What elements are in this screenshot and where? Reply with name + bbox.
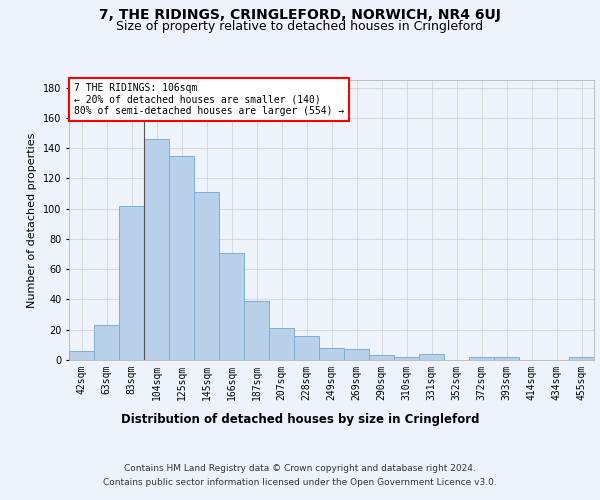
Bar — [294, 336, 319, 360]
Bar — [569, 357, 594, 360]
Bar — [269, 328, 294, 360]
Text: Size of property relative to detached houses in Cringleford: Size of property relative to detached ho… — [116, 20, 484, 33]
Bar — [119, 206, 144, 360]
Y-axis label: Number of detached properties: Number of detached properties — [28, 132, 37, 308]
Bar — [194, 192, 219, 360]
Bar — [244, 301, 269, 360]
Text: Distribution of detached houses by size in Cringleford: Distribution of detached houses by size … — [121, 412, 479, 426]
Text: 7 THE RIDINGS: 106sqm
← 20% of detached houses are smaller (140)
80% of semi-det: 7 THE RIDINGS: 106sqm ← 20% of detached … — [74, 83, 344, 116]
Bar — [419, 354, 444, 360]
Bar — [469, 357, 494, 360]
Bar — [494, 357, 519, 360]
Bar — [94, 325, 119, 360]
Text: 7, THE RIDINGS, CRINGLEFORD, NORWICH, NR4 6UJ: 7, THE RIDINGS, CRINGLEFORD, NORWICH, NR… — [99, 8, 501, 22]
Bar — [144, 139, 169, 360]
Bar — [219, 252, 244, 360]
Bar — [169, 156, 194, 360]
Bar — [369, 356, 394, 360]
Text: Contains public sector information licensed under the Open Government Licence v3: Contains public sector information licen… — [103, 478, 497, 487]
Bar — [394, 357, 419, 360]
Bar — [69, 351, 94, 360]
Text: Contains HM Land Registry data © Crown copyright and database right 2024.: Contains HM Land Registry data © Crown c… — [124, 464, 476, 473]
Bar — [344, 350, 369, 360]
Bar — [319, 348, 344, 360]
